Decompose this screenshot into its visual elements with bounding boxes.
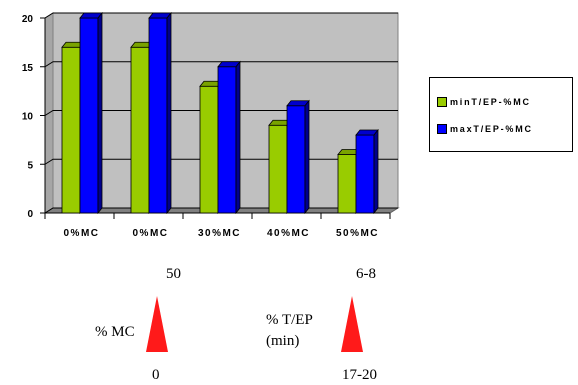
bar-front — [337, 154, 357, 214]
tep-unit: (min) — [266, 333, 300, 349]
gridline-10 — [44, 110, 398, 116]
bar-front — [286, 105, 306, 214]
bar-side — [373, 128, 379, 215]
bar-side — [166, 11, 172, 215]
y-tick-label-0: 0 — [27, 209, 33, 220]
bar-side — [235, 60, 241, 215]
x-tick-labels: 0%MC 0%MC 30%MC 40%MC 50%MC — [63, 228, 379, 239]
y-tick-label-5: 5 — [27, 160, 33, 171]
y-tick-labels: 0 5 10 15 20 — [22, 14, 34, 220]
x-tick-label-2: 30%MC — [198, 228, 241, 239]
bar-front — [268, 124, 288, 214]
bar-max-2 — [217, 60, 241, 215]
x-tick-label-1: 0%MC — [132, 228, 168, 239]
legend-swatch-max — [437, 124, 447, 134]
y-tick-label-10: 10 — [22, 112, 34, 123]
x-tick-label-3: 40%MC — [267, 228, 310, 239]
mc-bottom-value: 0 — [152, 367, 160, 383]
legend-item-max: maxT/EP-%MC — [437, 123, 533, 135]
mc-arrow-icon — [146, 296, 168, 352]
bar-front — [217, 66, 237, 214]
gridline-20 — [44, 12, 398, 19]
bar-front — [148, 17, 168, 214]
x-tick-label-0: 0%MC — [63, 228, 99, 239]
bar-max-1 — [148, 11, 172, 215]
bar-front — [130, 46, 150, 214]
tep-bottom-value: 17-20 — [342, 367, 377, 383]
bar-front — [79, 17, 99, 214]
legend: minT/EP-%MC maxT/EP-%MC — [429, 77, 573, 152]
bar-front — [355, 134, 375, 214]
bar-max-0 — [79, 11, 103, 215]
bars — [61, 11, 379, 215]
tep-arrow-icon — [341, 296, 363, 352]
x-tick-label-4: 50%MC — [336, 228, 379, 239]
bar-side — [97, 11, 103, 215]
mc-label: % MC — [95, 324, 135, 340]
bar-max-3 — [286, 99, 310, 215]
legend-item-min: minT/EP-%MC — [437, 96, 531, 108]
y-tick-label-15: 15 — [22, 63, 34, 74]
bar-front — [199, 85, 219, 214]
tep-top-value: 6-8 — [356, 266, 376, 282]
bar-max-4 — [355, 128, 379, 215]
tep-label: % T/EP — [266, 312, 313, 328]
bar-front — [61, 46, 81, 214]
bar-side — [304, 99, 310, 215]
gridline-15 — [44, 61, 398, 68]
legend-label-min: minT/EP-%MC — [450, 97, 531, 107]
y-tick-label-20: 20 — [22, 14, 34, 25]
legend-label-max: maxT/EP-%MC — [450, 124, 533, 134]
mc-top-value: 50 — [166, 266, 181, 282]
legend-swatch-min — [437, 97, 447, 107]
